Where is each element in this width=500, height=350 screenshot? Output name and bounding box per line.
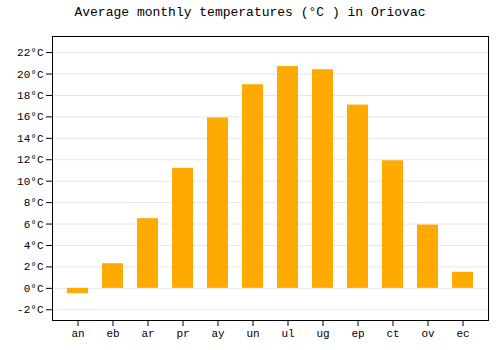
- svg-text:18°C: 18°C: [17, 90, 44, 102]
- svg-text:ay: ay: [211, 328, 225, 340]
- svg-text:6°C: 6°C: [24, 219, 44, 231]
- svg-text:2°C: 2°C: [24, 261, 44, 273]
- svg-text:ul: ul: [281, 328, 294, 340]
- svg-text:-2°C: -2°C: [17, 304, 44, 316]
- svg-text:10°C: 10°C: [17, 176, 44, 188]
- html-text:Average monthly temperatures (: Average monthly temperatures (°C ) in Or…: [74, 5, 426, 20]
- svg-text:12°C: 12°C: [17, 154, 44, 166]
- svg-text:ct: ct: [386, 328, 399, 340]
- svg-text:ep: ep: [351, 328, 364, 340]
- svg-text:an: an: [71, 328, 84, 340]
- svg-text:0°C: 0°C: [24, 283, 44, 295]
- svg-text:22°C: 22°C: [17, 47, 44, 59]
- svg-text:eb: eb: [106, 328, 119, 340]
- svg-text:16°C: 16°C: [17, 111, 44, 123]
- svg-text:20°C: 20°C: [17, 69, 44, 81]
- svg-text:14°C: 14°C: [17, 133, 44, 145]
- svg-text:ar: ar: [141, 328, 154, 340]
- svg-text:4°C: 4°C: [24, 240, 44, 252]
- svg-text:ov: ov: [421, 328, 435, 340]
- svg-text:un: un: [246, 328, 259, 340]
- svg-text:ec: ec: [456, 328, 469, 340]
- svg-text:8°C: 8°C: [24, 197, 44, 209]
- svg-text:pr: pr: [176, 328, 189, 340]
- svg-text:ug: ug: [316, 328, 329, 340]
